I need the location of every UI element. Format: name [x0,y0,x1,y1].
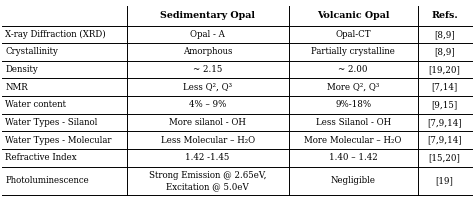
Text: Sedimentary Opal: Sedimentary Opal [160,11,255,20]
Text: ~ 2.15: ~ 2.15 [193,65,222,74]
Text: Opal - A: Opal - A [190,30,225,39]
Text: More silanol - OH: More silanol - OH [169,118,246,127]
Text: [8,9]: [8,9] [434,30,455,39]
Text: Less Q², Q³: Less Q², Q³ [183,83,232,92]
Text: ~ 2.00: ~ 2.00 [338,65,368,74]
Text: Density: Density [5,65,38,74]
Text: Volcanic Opal: Volcanic Opal [317,11,390,20]
Text: Partially crystalline: Partially crystalline [311,47,395,57]
Text: Crystallinity: Crystallinity [5,47,58,57]
Text: [15,20]: [15,20] [428,153,461,162]
Text: Opal-CT: Opal-CT [335,30,371,39]
Text: X-ray Diffraction (XRD): X-ray Diffraction (XRD) [5,30,106,39]
Text: 4% – 9%: 4% – 9% [189,100,227,109]
Text: Amorphous: Amorphous [183,47,232,57]
Text: Water Types - Molecular: Water Types - Molecular [5,136,112,145]
Text: [7,14]: [7,14] [431,83,458,92]
Text: Refs.: Refs. [431,11,458,20]
Text: NMR: NMR [5,83,28,92]
Text: Less Silanol - OH: Less Silanol - OH [316,118,391,127]
Text: Water Types - Silanol: Water Types - Silanol [5,118,98,127]
Text: Less Molecular – H₂O: Less Molecular – H₂O [161,136,255,145]
Text: [7,9,14]: [7,9,14] [428,136,462,145]
Text: 1.42 -1.45: 1.42 -1.45 [185,153,230,162]
Text: [8,9]: [8,9] [434,47,455,57]
Text: Negligible: Negligible [331,176,375,185]
Text: [19]: [19] [436,176,454,185]
Text: [7,9,14]: [7,9,14] [428,118,462,127]
Text: Strong Emission @ 2.65eV,
Excitation @ 5.0eV: Strong Emission @ 2.65eV, Excitation @ 5… [149,171,266,191]
Text: [19,20]: [19,20] [428,65,461,74]
Text: 9%-18%: 9%-18% [335,100,371,109]
Text: Water content: Water content [5,100,66,109]
Text: Refractive Index: Refractive Index [5,153,77,162]
Text: Photoluminescence: Photoluminescence [5,176,89,185]
Text: 1.40 – 1.42: 1.40 – 1.42 [329,153,377,162]
Text: [9,15]: [9,15] [431,100,458,109]
Text: More Molecular – H₂O: More Molecular – H₂O [304,136,402,145]
Text: More Q², Q³: More Q², Q³ [327,83,379,92]
